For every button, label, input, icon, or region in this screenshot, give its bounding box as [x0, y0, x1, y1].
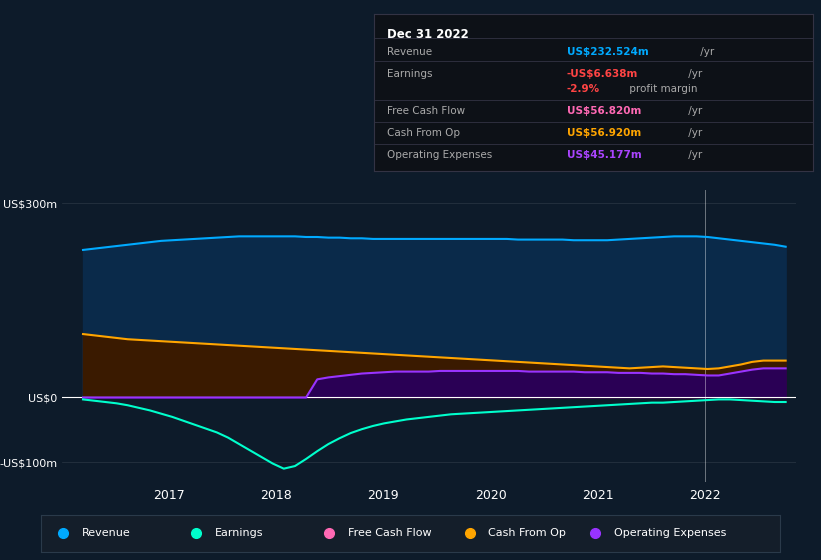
Text: /yr: /yr [686, 106, 703, 116]
Text: Free Cash Flow: Free Cash Flow [348, 529, 431, 538]
Text: Revenue: Revenue [82, 529, 131, 538]
Text: US$56.820m: US$56.820m [566, 106, 641, 116]
Text: /yr: /yr [686, 128, 703, 138]
Text: /yr: /yr [697, 46, 714, 57]
Text: Operating Expenses: Operating Expenses [613, 529, 726, 538]
Text: US$45.177m: US$45.177m [566, 150, 641, 160]
Text: Earnings: Earnings [215, 529, 264, 538]
Text: -2.9%: -2.9% [566, 84, 600, 94]
Text: US$232.524m: US$232.524m [566, 46, 649, 57]
Text: /yr: /yr [686, 68, 703, 78]
Text: Operating Expenses: Operating Expenses [387, 150, 492, 160]
Text: /yr: /yr [686, 150, 703, 160]
Text: profit margin: profit margin [626, 84, 698, 94]
Text: Revenue: Revenue [387, 46, 432, 57]
Text: Earnings: Earnings [387, 68, 432, 78]
Text: Free Cash Flow: Free Cash Flow [387, 106, 465, 116]
Text: Dec 31 2022: Dec 31 2022 [387, 28, 469, 41]
Text: Cash From Op: Cash From Op [488, 529, 566, 538]
Text: US$56.920m: US$56.920m [566, 128, 641, 138]
Text: -US$6.638m: -US$6.638m [566, 68, 638, 78]
Text: Cash From Op: Cash From Op [387, 128, 460, 138]
